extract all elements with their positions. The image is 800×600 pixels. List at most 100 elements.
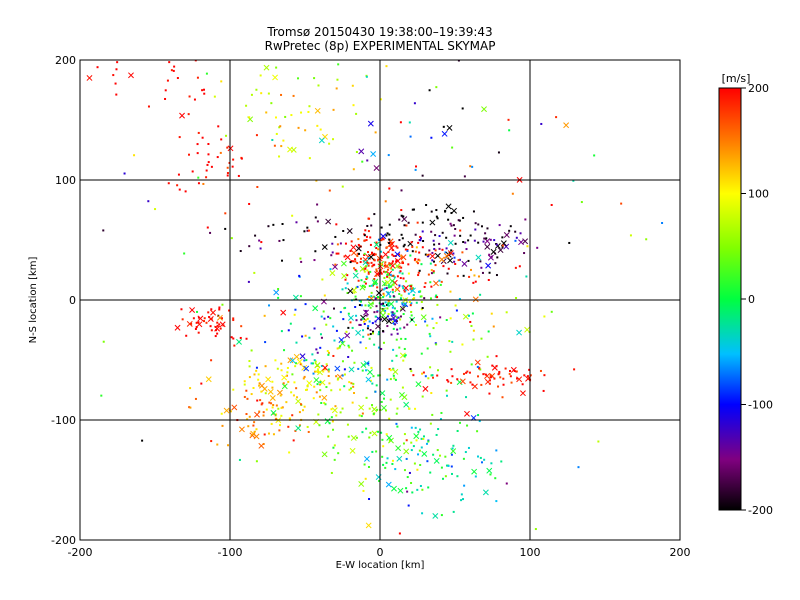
data-point bbox=[394, 468, 397, 471]
data-point bbox=[451, 447, 454, 450]
data-point bbox=[388, 273, 391, 276]
data-point bbox=[224, 227, 227, 230]
data-point bbox=[306, 388, 309, 391]
data-point bbox=[196, 143, 199, 146]
data-point bbox=[381, 438, 384, 441]
data-point bbox=[419, 428, 422, 431]
data-point bbox=[391, 313, 394, 316]
data-point bbox=[363, 252, 366, 255]
data-point bbox=[371, 265, 374, 268]
data-point-cross bbox=[359, 265, 366, 272]
data-point bbox=[219, 327, 222, 330]
data-point bbox=[327, 370, 330, 373]
data-point-cross bbox=[348, 366, 355, 373]
data-point bbox=[177, 173, 180, 176]
data-point bbox=[362, 489, 365, 492]
data-point bbox=[395, 288, 398, 291]
colorbar-ticks: -200 -100 0 100 200 bbox=[741, 82, 773, 517]
data-point bbox=[620, 202, 623, 205]
data-point bbox=[352, 104, 355, 107]
data-point bbox=[465, 396, 468, 399]
data-point bbox=[327, 315, 330, 318]
data-point bbox=[452, 224, 455, 227]
data-point-cross bbox=[391, 485, 397, 492]
data-point bbox=[523, 374, 526, 377]
data-point bbox=[394, 323, 397, 326]
data-point bbox=[454, 263, 457, 266]
data-point bbox=[305, 359, 308, 362]
data-point bbox=[238, 458, 241, 461]
data-point bbox=[388, 223, 391, 226]
data-point bbox=[184, 190, 187, 193]
data-point bbox=[331, 251, 334, 254]
data-point bbox=[303, 405, 306, 408]
data-point bbox=[450, 465, 453, 468]
data-point bbox=[435, 209, 438, 212]
data-point bbox=[335, 414, 338, 417]
data-point bbox=[331, 420, 334, 423]
data-point bbox=[418, 269, 421, 272]
data-point bbox=[306, 229, 309, 232]
data-point bbox=[185, 334, 188, 337]
data-point bbox=[396, 246, 399, 249]
data-point bbox=[280, 362, 283, 365]
data-point-cross bbox=[301, 364, 308, 371]
data-point bbox=[291, 214, 294, 217]
data-point bbox=[206, 163, 209, 166]
data-point bbox=[375, 274, 378, 277]
data-point bbox=[498, 370, 501, 373]
data-point bbox=[253, 373, 256, 376]
data-point bbox=[311, 362, 314, 365]
data-point bbox=[454, 227, 457, 230]
data-point bbox=[304, 303, 307, 306]
data-point bbox=[202, 88, 205, 91]
data-point bbox=[380, 226, 383, 229]
data-point bbox=[323, 368, 326, 371]
data-point bbox=[505, 482, 508, 485]
data-point bbox=[218, 323, 221, 326]
data-point bbox=[209, 231, 212, 234]
data-point bbox=[374, 131, 377, 134]
data-point bbox=[350, 387, 353, 390]
data-point bbox=[377, 430, 380, 433]
data-point-cross bbox=[421, 450, 428, 457]
data-point bbox=[474, 222, 477, 225]
data-point bbox=[477, 455, 480, 458]
data-point bbox=[207, 143, 210, 146]
data-point bbox=[277, 288, 280, 291]
data-point bbox=[304, 129, 307, 132]
data-point bbox=[427, 377, 430, 380]
data-point bbox=[408, 284, 411, 287]
data-point-cross bbox=[429, 253, 436, 260]
data-point bbox=[404, 304, 407, 307]
data-point bbox=[487, 278, 490, 281]
data-point bbox=[312, 372, 315, 375]
data-point bbox=[391, 249, 394, 252]
data-point bbox=[341, 360, 344, 363]
data-point bbox=[201, 136, 204, 139]
data-point bbox=[398, 218, 401, 221]
data-point bbox=[307, 110, 310, 113]
data-point bbox=[414, 324, 417, 327]
data-point bbox=[387, 300, 390, 303]
data-point bbox=[203, 92, 206, 95]
data-point bbox=[291, 414, 294, 417]
data-point bbox=[572, 179, 575, 182]
data-point bbox=[395, 354, 398, 357]
data-point bbox=[489, 473, 492, 476]
data-point bbox=[418, 259, 421, 262]
data-point bbox=[392, 348, 395, 351]
data-point-cross bbox=[295, 425, 302, 432]
data-point bbox=[372, 412, 375, 415]
data-point bbox=[292, 439, 295, 442]
data-point bbox=[399, 315, 402, 318]
data-point bbox=[369, 236, 372, 239]
data-point bbox=[197, 316, 200, 319]
data-point bbox=[391, 262, 394, 265]
data-point-cross bbox=[379, 390, 386, 397]
data-point bbox=[368, 296, 371, 299]
data-point bbox=[398, 253, 401, 256]
data-point bbox=[203, 317, 206, 320]
data-point bbox=[480, 383, 483, 386]
data-point bbox=[383, 305, 386, 308]
